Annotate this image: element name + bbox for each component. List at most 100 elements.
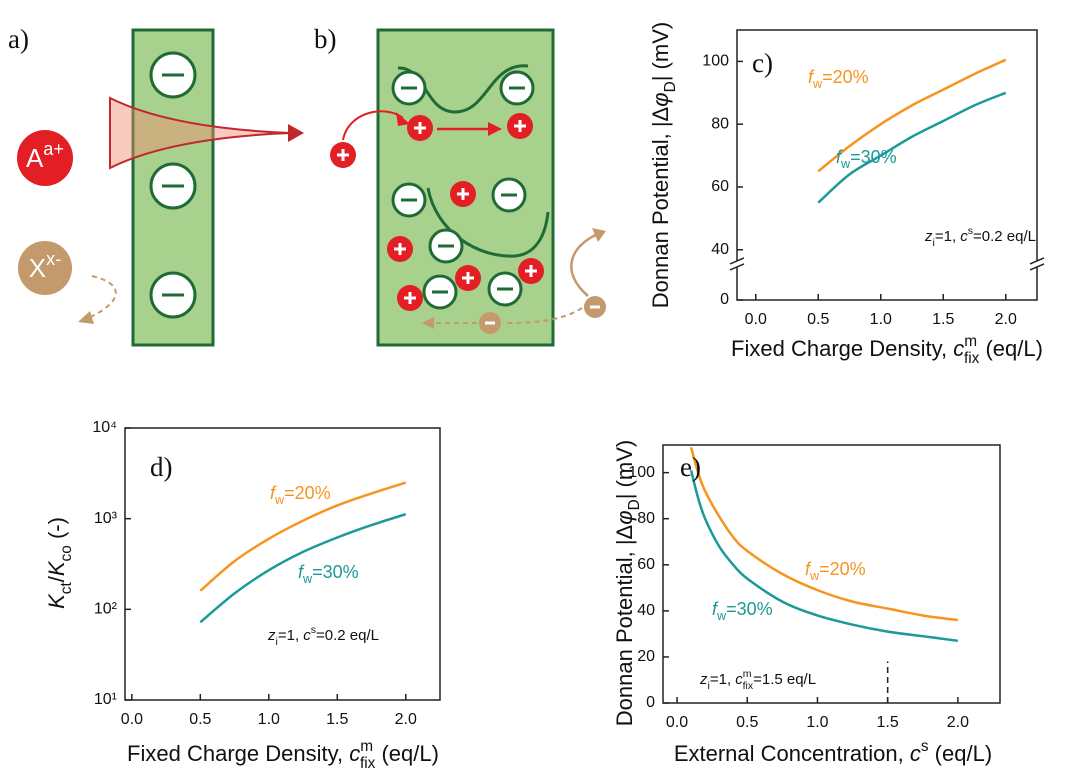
x-axis-label: External Concentration, cs (eq/L) — [674, 738, 992, 766]
annotation-part: z — [699, 671, 708, 688]
x-tick-label: 0.5 — [189, 711, 211, 728]
annotation-part: c — [735, 671, 743, 688]
annotation-part: i — [708, 680, 710, 692]
x-tick-label: 1.5 — [932, 311, 954, 328]
annotation: zi=1, cm fix=1.5 eq/L — [699, 668, 816, 692]
y-axis-label: Donnan Potential, |ΔφD| (mV) — [612, 440, 643, 726]
polymer-chain — [426, 187, 550, 258]
y-axis-label-part: / — [44, 575, 69, 582]
y-tick-label: 60 — [637, 556, 655, 573]
data-line — [199, 481, 407, 592]
y-tick-label: 20 — [637, 648, 655, 665]
y-axis-label: Kct/Kco (-) — [44, 517, 75, 609]
anion-label-part: X — [29, 253, 46, 283]
annotation-part: fix — [743, 680, 754, 692]
data-line — [817, 91, 1007, 204]
annotation-part: =1.5 eq/L — [753, 671, 816, 688]
panel-label: e) — [680, 452, 701, 482]
x-axis-label-part: fix — [360, 755, 376, 772]
y-axis-label-part: co — [58, 545, 75, 561]
x-axis-label-part: m — [360, 738, 373, 755]
co-ion-path — [570, 232, 599, 297]
x-tick-label: 0.5 — [736, 714, 758, 731]
series-label-part: w — [302, 572, 313, 586]
plot-frame — [662, 444, 1001, 704]
plot-frame — [124, 427, 441, 701]
cation — [17, 130, 73, 186]
series-label-part: f — [712, 599, 719, 619]
annotation-part: s — [968, 225, 973, 237]
axis-break-gap — [729, 260, 745, 267]
x-tick-label: 1.0 — [258, 711, 280, 728]
series-label-part: =30% — [312, 562, 359, 582]
y-tick-label: 10² — [94, 601, 118, 618]
y-tick-label: 40 — [711, 241, 729, 258]
y-tick-label: 10⁴ — [92, 419, 117, 436]
x-axis-label-part: s — [921, 738, 929, 755]
annotation-part: z — [267, 627, 276, 644]
series-label-part: w — [809, 569, 820, 583]
annotation: zi=1, cs=0.2 eq/L — [924, 225, 1036, 249]
x-tick-label: 2.0 — [995, 311, 1017, 328]
y-axis-label-part: φ — [648, 92, 673, 106]
series-label: fw=30% — [298, 562, 359, 587]
arrow-head — [288, 124, 304, 142]
x-tick-label: 0.0 — [745, 311, 767, 328]
y-axis-label-part: | (mV) — [648, 22, 673, 81]
annotation-part: c — [303, 627, 311, 644]
cation-label-part: A — [26, 143, 44, 173]
panel-label: d) — [150, 452, 173, 482]
panel-label: b) — [314, 24, 337, 54]
data-line — [199, 513, 407, 624]
x-tick-label: 2.0 — [947, 714, 969, 731]
y-tick-label: 100 — [628, 464, 655, 481]
arrow-head — [78, 311, 94, 324]
series-label: fw=20% — [270, 483, 331, 508]
y-tick-label: 60 — [711, 178, 729, 195]
axis-break — [729, 263, 745, 271]
x-tick-label: 1.0 — [870, 311, 892, 328]
y-axis-label-part: φ — [612, 510, 637, 524]
x-axis-label-part: Fixed Charge Density, — [127, 741, 349, 766]
y-tick-label: 40 — [637, 602, 655, 619]
x-tick-label: 2.0 — [395, 711, 417, 728]
annotation-part: m — [743, 668, 752, 680]
axis-break — [729, 257, 745, 265]
axis-break-gap — [1029, 260, 1045, 267]
anion-label: Xx- — [29, 249, 62, 283]
annotation-part: i — [276, 636, 278, 648]
co-ion-path — [502, 307, 583, 324]
y-tick-label: 10¹ — [94, 691, 117, 708]
y-axis-label-part: (-) — [44, 517, 69, 545]
annotation-part: c — [960, 228, 968, 245]
annotation-part: i — [933, 237, 935, 249]
series-label: fw=30% — [836, 147, 897, 172]
y-axis-label-part: D — [662, 81, 679, 92]
y-axis-label-part: K — [44, 560, 69, 576]
series-label-part: =30% — [850, 147, 897, 167]
y-axis-label-part: Donnan Potential, |Δ — [612, 524, 637, 726]
arrow-head — [488, 122, 502, 136]
y-axis-label-part: Donnan Potential, |Δ — [648, 106, 673, 308]
series-label-part: w — [274, 493, 285, 507]
x-tick-label: 0.0 — [121, 711, 143, 728]
x-tick-label: 0.0 — [666, 714, 688, 731]
x-axis-label-part: (eq/L) — [929, 741, 993, 766]
x-axis-label: Fixed Charge Density, cm fix (eq/L) — [731, 333, 1043, 367]
data-line — [689, 446, 959, 622]
x-axis-label-part: External Concentration, — [674, 741, 910, 766]
x-tick-label: 0.5 — [807, 311, 829, 328]
x-tick-label: 1.5 — [877, 714, 899, 731]
series-label: fw=30% — [712, 599, 773, 624]
x-axis-label-part: Fixed Charge Density, — [731, 336, 953, 361]
arrow-head — [422, 317, 434, 329]
y-axis-label-part: | (mV) — [612, 440, 637, 499]
series-label-part: f — [270, 483, 277, 503]
axis-break — [1029, 263, 1045, 271]
annotation-part: =0.2 eq/L — [316, 627, 379, 644]
series-label-part: f — [836, 147, 843, 167]
annotation-part: =1, — [710, 671, 735, 688]
y-axis-label-part: D — [626, 499, 643, 510]
y-axis-label: Donnan Potential, |ΔφD| (mV) — [648, 22, 679, 308]
